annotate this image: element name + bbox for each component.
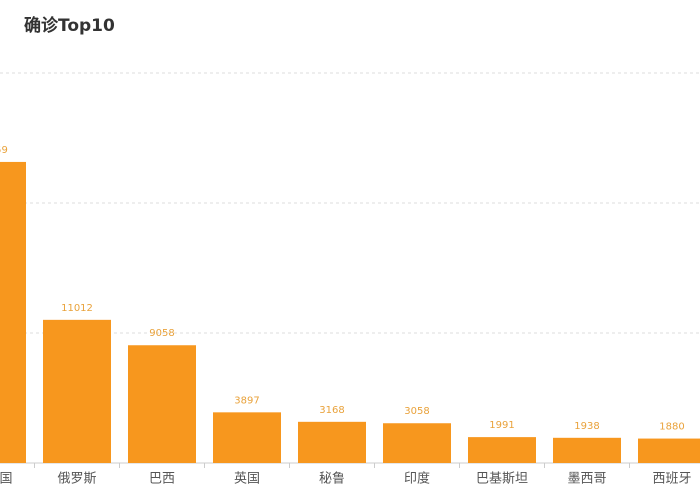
value-label: 23159	[0, 145, 8, 156]
x-tick-label: 西班牙	[652, 472, 691, 487]
bar	[43, 319, 111, 463]
x-tick-label: 英国	[234, 472, 260, 487]
x-tick-label: 巴基斯坦	[476, 472, 528, 487]
x-tick-label: 秘鲁	[319, 472, 345, 487]
bar	[553, 437, 621, 463]
x-tick-label: 俄罗斯	[57, 472, 96, 487]
value-label: 3168	[319, 405, 344, 416]
bar	[638, 438, 700, 463]
bar	[0, 161, 26, 464]
value-label: 9058	[149, 328, 174, 339]
chart-title: 确诊Top10	[24, 15, 115, 36]
bar	[468, 437, 536, 463]
bar	[128, 345, 196, 463]
value-label: 3058	[404, 406, 429, 417]
bar	[213, 412, 281, 463]
bar	[383, 423, 451, 463]
x-tick-label: 墨西哥	[567, 472, 606, 487]
x-tick-label: 巴西	[149, 472, 175, 487]
value-label: 3897	[234, 395, 259, 406]
value-label: 1938	[574, 421, 599, 432]
bar	[298, 421, 366, 463]
x-tick-label: 印度	[404, 471, 430, 487]
value-label: 1991	[489, 420, 514, 431]
value-label: 1880	[659, 422, 684, 433]
value-label: 11012	[61, 303, 93, 314]
x-tick-label: 国	[0, 472, 13, 487]
